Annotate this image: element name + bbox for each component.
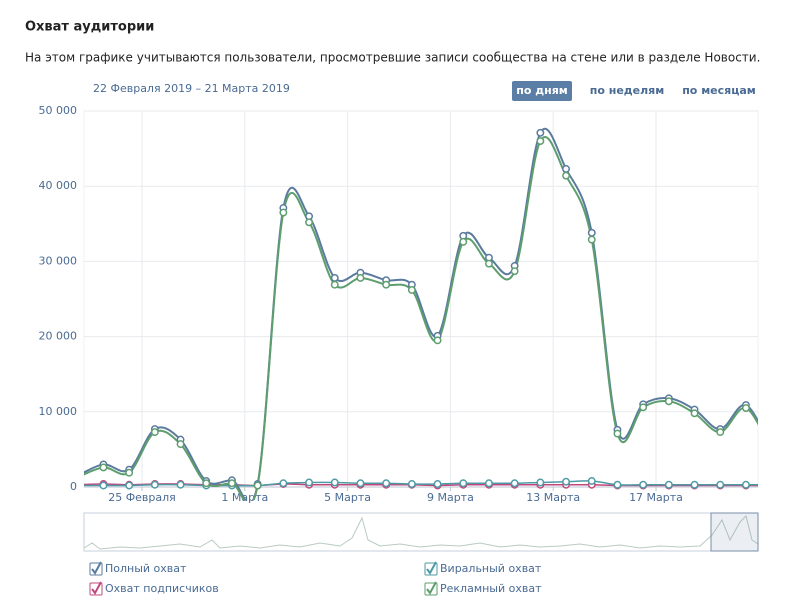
plot-frame [83,110,759,488]
point [742,404,750,412]
tab[interactable]: по неделям [590,84,665,97]
point [253,481,262,490]
navigator-frame [83,512,759,552]
lines [84,127,758,500]
point [664,480,673,489]
x-tick-label: 13 Марта [526,491,580,504]
point [562,164,570,173]
navigator [83,512,759,552]
point [433,480,442,488]
point [587,228,596,237]
x-tick-label: 17 Марта [629,491,683,504]
point [742,480,750,489]
point [459,237,468,246]
y-tick-label: 30 000 [39,254,78,267]
point [485,479,493,488]
point [562,171,570,180]
legend-check [91,581,102,595]
markers [99,128,750,490]
point [587,235,596,244]
series-line [84,480,758,487]
point [690,409,699,418]
point [510,267,519,276]
subtitle: На этом графике учитываются пользователи… [25,51,760,65]
point [356,479,365,488]
date-range[interactable]: 22 Февраля 2019 – 21 Марта 2019 [93,82,290,95]
tab-active-bg [512,81,572,101]
point [150,428,159,437]
legend-label[interactable]: Охват подписчиков [105,582,219,595]
x-tick-label: 5 Марта [324,491,371,504]
x-tick-label: 25 Февраля [108,491,176,504]
navigator-window[interactable] [710,512,759,552]
point [510,479,519,488]
legend-check [426,561,437,575]
point [202,479,211,488]
legend-label[interactable]: Виральный охват [440,562,542,575]
point [664,397,673,406]
point [125,481,134,490]
point [228,479,236,488]
point [639,480,648,489]
y-tick-label: 50 000 [39,104,78,117]
point [382,479,391,488]
series-line [84,136,758,500]
y-tick-label: 20 000 [39,330,78,343]
grid: 0 10 000 20 000 30 000 40 000 50 000 25 Феврал… [39,104,759,504]
point [716,480,725,489]
y-tick-label: 10 000 [39,405,78,418]
point [279,208,288,217]
point [639,403,648,412]
point [536,128,545,137]
point [407,286,416,294]
point [536,137,545,146]
point [587,477,596,485]
point [562,477,570,486]
point [356,273,365,282]
point [459,479,468,488]
x-tick-label: 9 Марта [427,491,474,504]
point [330,280,339,289]
y-tick-label: 40 000 [39,179,78,192]
point [150,480,159,489]
point [716,428,725,437]
point [279,479,288,488]
point [690,480,699,489]
series-line [84,483,758,487]
navigator-line [83,515,759,550]
legend-check [426,581,437,595]
point [125,468,134,477]
point [613,480,622,489]
point [485,259,493,268]
tab[interactable]: по дням [516,84,568,97]
point [99,481,108,490]
point [305,218,313,227]
point [176,440,185,449]
legend-label[interactable]: Рекламный охват [440,582,542,595]
tab[interactable]: по месяцам [682,84,756,97]
point [613,429,622,438]
point [536,478,545,487]
title: Охват аудитории [25,20,154,35]
point [433,336,442,345]
point [99,463,108,472]
point [407,480,416,488]
point [330,273,339,282]
point [176,480,185,489]
legend: Полный охват Охват подписчиков Виральный о… [89,561,542,596]
tabs: по дням по неделям по месяцам [512,81,756,101]
point [305,478,313,487]
legend-check [91,561,102,575]
legend-label[interactable]: Полный охват [105,562,187,575]
point [382,280,391,289]
y-tick-label: 0 [70,480,77,493]
point [330,478,339,487]
